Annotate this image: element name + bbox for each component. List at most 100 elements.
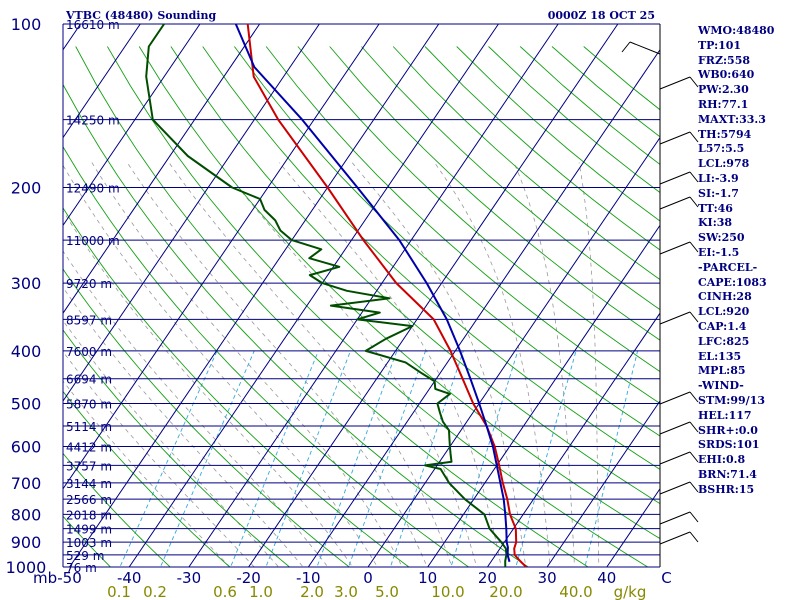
mixing-ratio-label: 0.2 [143, 583, 167, 600]
index-line: LFC:825 [698, 334, 750, 348]
wind-barb [659, 511, 691, 525]
index-line: BRN:71.4 [698, 467, 757, 481]
index-line: CINH:28 [698, 290, 752, 304]
wind-barb-flag [689, 196, 699, 208]
height-label: 529 m [66, 549, 104, 563]
index-line: WMO:48480 [698, 24, 775, 37]
index-line: MPL:85 [698, 364, 746, 378]
wind-barb-flag [689, 511, 699, 523]
temperature-tick-label: 10 [418, 569, 437, 587]
height-label: 4412 m [66, 441, 112, 455]
dry-adiabat-line [265, 46, 660, 405]
index-line: LCL:978 [698, 157, 750, 171]
moist-adiabat-line [63, 210, 354, 567]
wind-barb [659, 531, 691, 545]
dry-adiabat-line [63, 390, 231, 567]
wind-barb [659, 76, 691, 90]
wind-barb [659, 451, 691, 465]
index-line: -PARCEL- [698, 260, 758, 274]
pressure-tick-label: 200 [11, 178, 42, 197]
temperature-tick-label: -40 [117, 569, 142, 587]
dry-adiabat-line [63, 83, 530, 567]
mixing-ratio-label: 1.0 [249, 583, 273, 600]
index-line: TT:46 [698, 201, 733, 215]
wind-barb [659, 171, 691, 185]
mixing-ratio-unit: g/kg [614, 583, 647, 600]
mixing-ratio-line [584, 350, 639, 567]
index-line: SW:250 [698, 231, 745, 245]
height-label: 1499 m [66, 523, 112, 537]
height-label: 14250 m [66, 114, 120, 128]
mixing-ratio-label: 40.0 [559, 583, 592, 600]
wind-barb-flag [689, 481, 699, 493]
pressure-tick-label: 100 [11, 15, 42, 34]
dry-adiabat-line [138, 46, 660, 540]
index-line: LI:-3.9 [698, 171, 739, 185]
pressure-unit-label: mb [33, 569, 57, 587]
mixing-ratio-label: 5.0 [375, 583, 399, 600]
mixing-ratio-label: 3.0 [334, 583, 358, 600]
index-line: -WIND- [698, 379, 744, 393]
index-line: CAP:1.4 [698, 319, 747, 333]
dry-adiabat-line [392, 46, 660, 281]
moist-adiabat-line [63, 164, 378, 567]
wind-barb-flag [689, 171, 699, 183]
dry-adiabat-line [170, 46, 660, 505]
moist-adiabat-line [168, 162, 453, 567]
height-label: 1003 m [66, 536, 112, 550]
height-label: 6694 m [66, 373, 112, 387]
mixing-ratio-line [230, 350, 319, 567]
index-line: FRZ:558 [698, 53, 751, 67]
sounding-profiles [145, 24, 527, 567]
dry-adiabat-line [361, 46, 660, 311]
wind-barb [659, 391, 691, 405]
moist-adiabat-line [513, 162, 575, 567]
moist-adiabat-line [279, 162, 502, 567]
isotherm-line [486, 312, 660, 567]
index-line: LCL:920 [698, 305, 750, 319]
temperature-tick-label: 40 [597, 569, 616, 587]
mixing-ratio-line [316, 350, 398, 567]
isotherm-line [546, 400, 660, 567]
isotherm-line [427, 224, 660, 567]
index-line: EL:135 [698, 349, 742, 363]
pressure-tick-label: 900 [11, 533, 42, 552]
mixing-ratio-line [348, 350, 426, 567]
moist-adiabat-line [63, 380, 231, 567]
moist-adiabat-line [126, 162, 428, 567]
height-label: 12490 m [66, 181, 120, 195]
dry-adiabat-line [107, 46, 649, 567]
index-line: TP:101 [698, 38, 742, 52]
index-line: SHR+:0.0 [698, 423, 758, 437]
wind-barb [659, 481, 691, 495]
dry-adiabat-line [63, 329, 291, 567]
pressure-tick-label: 600 [11, 438, 42, 457]
wind-barb [659, 196, 691, 210]
height-label: 8597 m [66, 313, 112, 327]
mixing-ratio-label: 10.0 [431, 583, 464, 600]
isotherm-line [63, 24, 141, 139]
index-line: L57:5.5 [698, 142, 745, 156]
wind-barb-flag [621, 41, 631, 53]
wind-barb [659, 311, 691, 325]
index-line: TH:5794 [698, 127, 752, 141]
dry-adiabats [63, 46, 660, 567]
index-line: BSHR:15 [698, 482, 755, 496]
mixing-ratio-line [515, 350, 577, 567]
wind-barb-flag [689, 241, 699, 253]
chart-time: 0000Z 18 OCT 25 [548, 9, 655, 22]
dry-adiabat-line [63, 207, 410, 567]
sounding-indices-panel: WMO:48480 TP:101 FRZ:558 WB0:640 PW:2.30 RH:7… [698, 24, 798, 498]
temperature-tick-label: -20 [236, 569, 261, 587]
wind-barb [659, 241, 691, 255]
pressure-tick-label: 1000 [6, 558, 47, 577]
pressure-tick-label: 500 [11, 395, 42, 414]
index-line: PW:2.30 [698, 83, 749, 97]
height-label: 9720 m [66, 277, 112, 291]
dry-adiabat-line [75, 46, 589, 567]
dry-adiabat-line [63, 515, 112, 567]
temperature-tick-label: C [661, 569, 671, 587]
temperature-tick-label: 20 [478, 569, 497, 587]
pressure-tick-label: 400 [11, 342, 42, 361]
